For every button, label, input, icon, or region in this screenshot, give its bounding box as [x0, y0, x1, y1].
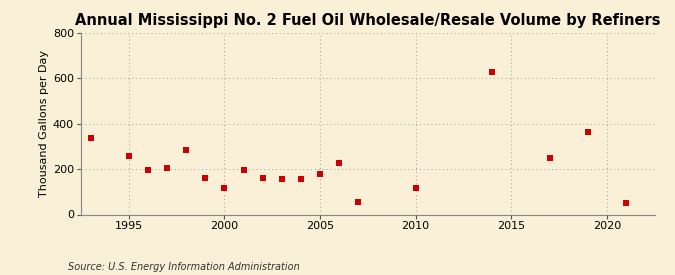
Point: [410, 186, 421, 191]
Point: [200, 176, 211, 180]
Point: [583, 130, 593, 134]
Point: [487, 69, 497, 74]
Point: [353, 200, 364, 204]
Point: [257, 176, 268, 180]
Title: Annual Mississippi No. 2 Fuel Oil Wholesale/Resale Volume by Refiners: Annual Mississippi No. 2 Fuel Oil Wholes…: [75, 13, 661, 28]
Point: [544, 156, 555, 160]
Point: [621, 201, 632, 205]
Text: Source: U.S. Energy Information Administration: Source: U.S. Energy Information Administ…: [68, 262, 299, 272]
Point: [277, 177, 288, 182]
Point: [124, 153, 134, 158]
Point: [219, 186, 230, 191]
Point: [142, 168, 153, 172]
Point: [162, 166, 173, 170]
Point: [296, 177, 306, 182]
Point: [315, 172, 325, 176]
Point: [333, 161, 344, 166]
Y-axis label: Thousand Gallons per Day: Thousand Gallons per Day: [38, 50, 49, 197]
Point: [85, 136, 96, 141]
Point: [238, 168, 249, 172]
Point: [181, 148, 192, 152]
